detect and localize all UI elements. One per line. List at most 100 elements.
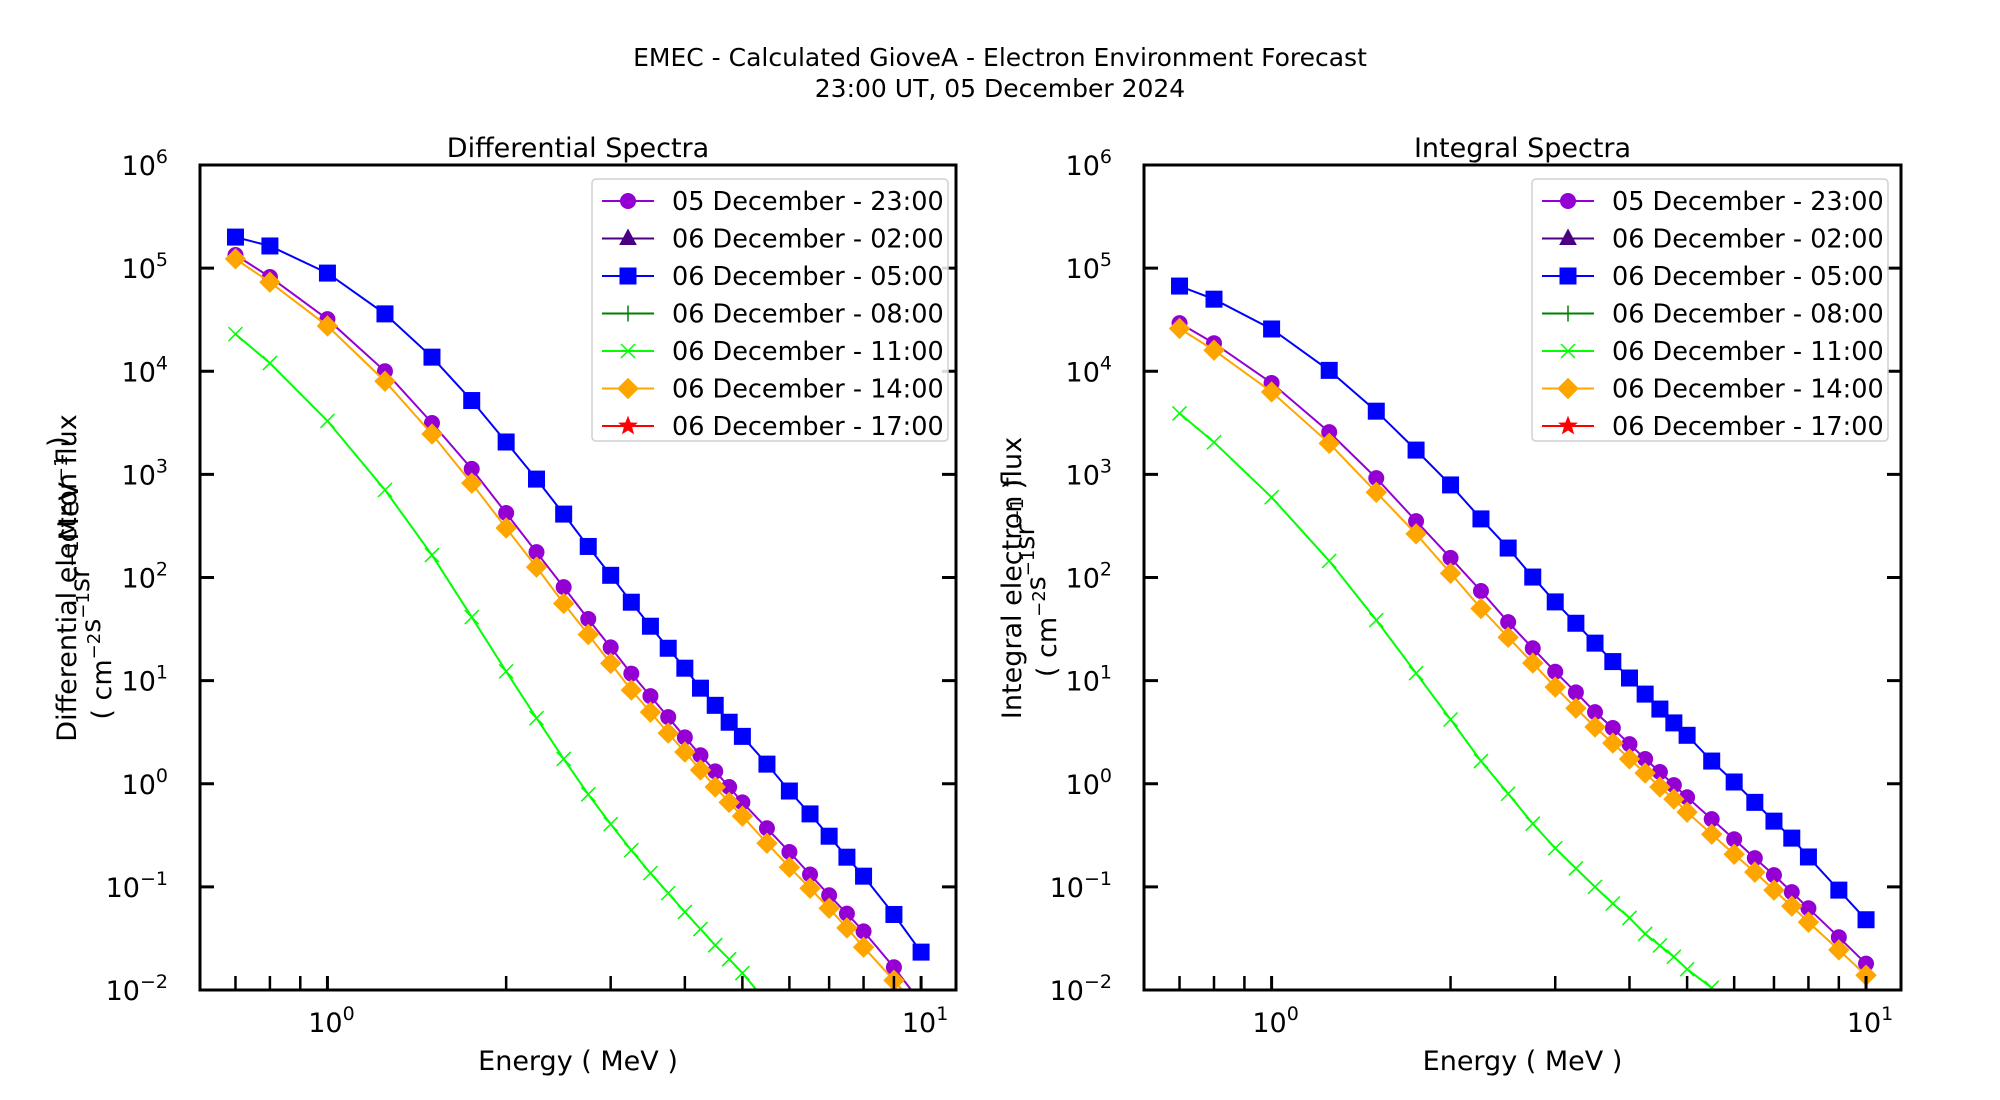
data-point bbox=[1746, 793, 1764, 811]
data-point bbox=[1206, 434, 1222, 450]
data-point bbox=[620, 679, 643, 701]
legend-label: 06 December - 17:00 bbox=[672, 412, 944, 442]
y-axis-units: ( cm−2s−1sr−1MeV−1 ) bbox=[43, 436, 118, 719]
y-tick-label: 104 bbox=[122, 352, 168, 388]
data-point bbox=[1470, 597, 1492, 620]
data-point bbox=[1546, 593, 1564, 611]
legend-label: 06 December - 05:00 bbox=[1612, 262, 1884, 292]
data-point bbox=[801, 805, 819, 823]
legend-item: 06 December - 14:00 bbox=[602, 375, 944, 405]
data-point bbox=[1767, 1047, 1781, 1061]
data-point bbox=[602, 639, 619, 656]
legend-item: 05 December - 23:00 bbox=[1542, 187, 1884, 217]
data-point bbox=[1651, 700, 1669, 718]
data-point bbox=[1168, 317, 1191, 340]
data-point bbox=[1524, 568, 1542, 586]
y-tick-label: 103 bbox=[122, 455, 168, 491]
data-point bbox=[855, 867, 873, 885]
triangle-marker-icon bbox=[1559, 228, 1577, 245]
x-axis-label: Energy ( MeV ) bbox=[1423, 1046, 1623, 1077]
legend: 05 December - 23:00 06 December - 02:00 06… bbox=[1531, 178, 1889, 442]
data-point bbox=[731, 805, 754, 827]
data-point bbox=[1666, 949, 1682, 965]
data-point bbox=[602, 566, 620, 584]
data-point bbox=[1785, 1068, 1799, 1082]
data-point bbox=[885, 905, 903, 923]
data-point bbox=[1604, 653, 1622, 671]
data-point bbox=[463, 392, 481, 410]
data-point bbox=[756, 832, 778, 854]
data-point bbox=[1499, 539, 1517, 557]
data-point bbox=[623, 665, 640, 682]
y-tick-label: 102 bbox=[122, 559, 168, 595]
legend-label: 06 December - 11:00 bbox=[672, 337, 944, 367]
data-point bbox=[1525, 816, 1541, 832]
data-point bbox=[319, 413, 335, 429]
data-point bbox=[720, 713, 738, 731]
data-point bbox=[1547, 840, 1563, 856]
data-point bbox=[1602, 732, 1624, 754]
y-tick-label: 103 bbox=[1066, 455, 1112, 491]
data-point bbox=[556, 751, 572, 767]
data-point bbox=[704, 776, 726, 798]
circle-marker-icon bbox=[620, 193, 636, 209]
data-point bbox=[227, 326, 244, 342]
legend-item: 06 December - 14:00 bbox=[1542, 375, 1884, 405]
series-5 bbox=[224, 248, 905, 990]
data-point bbox=[1857, 911, 1875, 929]
data-point bbox=[778, 856, 801, 878]
data-point bbox=[1783, 829, 1801, 847]
data-point bbox=[261, 237, 279, 255]
data-point bbox=[1318, 432, 1340, 455]
legend-item: 06 December - 08:00 bbox=[1542, 300, 1884, 330]
data-point bbox=[803, 1049, 817, 1063]
data-point bbox=[555, 505, 573, 523]
legend-label: 06 December - 08:00 bbox=[672, 300, 944, 330]
data-point bbox=[734, 965, 750, 981]
data-point bbox=[1723, 843, 1745, 865]
y-tick-label: 10−2 bbox=[106, 971, 168, 1007]
data-point bbox=[1620, 669, 1638, 687]
x-tick-label: 101 bbox=[1847, 1003, 1893, 1039]
data-point bbox=[1568, 860, 1584, 876]
legend-label: 06 December - 14:00 bbox=[672, 375, 944, 405]
data-point bbox=[1649, 776, 1671, 798]
data-point bbox=[1365, 481, 1387, 504]
legend-label: 05 December - 23:00 bbox=[1612, 187, 1884, 217]
legend-label: 06 December - 11:00 bbox=[1612, 337, 1884, 367]
data-point bbox=[642, 688, 659, 705]
data-point bbox=[1443, 711, 1459, 728]
series-4 bbox=[1171, 405, 1799, 1082]
data-point bbox=[1621, 910, 1638, 926]
legend-label: 06 December - 02:00 bbox=[672, 225, 944, 255]
series-line bbox=[234, 333, 758, 990]
legend-item: 06 December - 05:00 bbox=[1542, 262, 1884, 292]
data-point bbox=[733, 727, 751, 745]
series-5 bbox=[1168, 317, 1877, 986]
star-marker-icon bbox=[1558, 415, 1578, 435]
data-point bbox=[1725, 773, 1743, 791]
data-point bbox=[1473, 753, 1489, 769]
data-point bbox=[1368, 612, 1384, 628]
data-point bbox=[721, 951, 737, 967]
data-point bbox=[1260, 381, 1283, 403]
data-point bbox=[424, 547, 440, 563]
data-point bbox=[498, 663, 514, 679]
data-point bbox=[497, 433, 515, 451]
plus-marker-icon bbox=[620, 305, 636, 322]
data-point bbox=[1500, 786, 1516, 802]
plus-marker-icon bbox=[1560, 305, 1576, 322]
legend-item: 05 December - 23:00 bbox=[602, 187, 944, 217]
y-axis-label: Integral electron flux bbox=[997, 437, 1028, 719]
data-point bbox=[1171, 405, 1188, 421]
y-tick-label: 10−1 bbox=[106, 868, 168, 904]
suptitle-line1: EMEC - Calculated GioveA - Electron Envi… bbox=[633, 43, 1367, 72]
data-point bbox=[1472, 510, 1490, 528]
data-point bbox=[820, 827, 838, 845]
triangle-marker-icon bbox=[619, 228, 637, 245]
data-point bbox=[1205, 290, 1223, 308]
legend: 05 December - 23:00 06 December - 02:00 06… bbox=[591, 178, 949, 442]
data-point bbox=[676, 659, 694, 677]
data-point bbox=[912, 943, 930, 961]
